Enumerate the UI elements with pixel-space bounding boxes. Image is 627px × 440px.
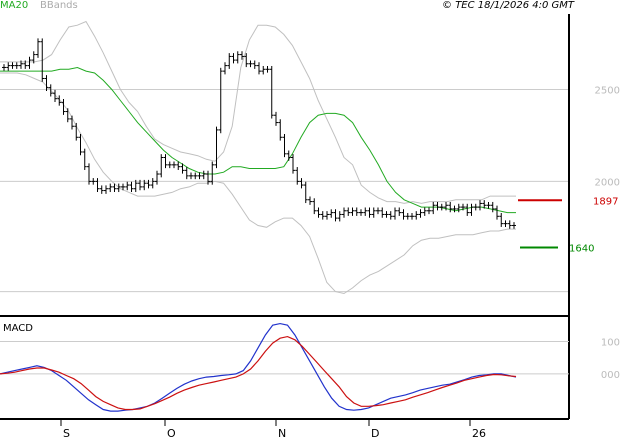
bbands-lines [0, 20, 516, 295]
x-tick-label: N [278, 427, 286, 440]
price-y-tick-label: 2000 [595, 177, 620, 188]
macd-y-tick-label: 000 [601, 370, 620, 381]
price-gridlines [0, 89, 569, 293]
price-y-tick-label: 2500 [595, 86, 620, 97]
bbands-legend-label: BBands [40, 0, 78, 11]
macd-y-tick-label: 100 [601, 337, 620, 348]
macd-gridlines [0, 340, 569, 375]
resistance-label: 1897 [593, 196, 618, 207]
x-tick-label: 26 [472, 427, 486, 440]
price-bars [2, 38, 516, 229]
signal-line [0, 335, 517, 411]
price-y-ticks: 2500 2000 [595, 86, 620, 189]
x-tick-label: O [167, 427, 176, 440]
x-tick-label: D [371, 427, 379, 440]
price-levels: 1897 1640 [518, 196, 618, 255]
support-label: 1640 [569, 244, 594, 255]
bbands-lower-line [0, 72, 516, 295]
x-tick-label: S [63, 427, 70, 440]
macd-label: MACD [3, 323, 33, 334]
macd-lines [0, 322, 517, 412]
macd-line [0, 322, 517, 412]
bbands-upper-line [0, 20, 516, 204]
ma20-polyline [0, 66, 516, 214]
x-axis-ticks: S O N D 26 [60, 419, 486, 440]
ma20-legend-label: MA20 [0, 0, 28, 11]
copyright-text: © TEC 18/1/2026 4:0 GMT [442, 0, 575, 11]
ma20-line [0, 66, 516, 214]
macd-y-ticks: 100 000 [601, 337, 620, 380]
